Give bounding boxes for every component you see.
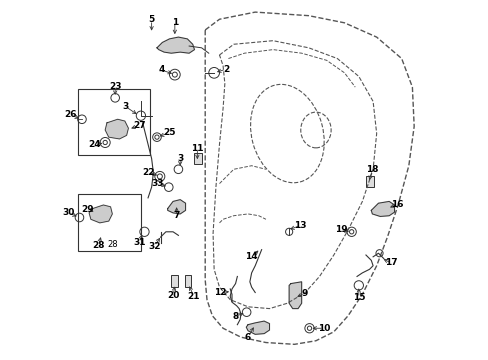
Text: 18: 18 [366,166,378,175]
Text: 17: 17 [384,258,396,267]
Text: 14: 14 [245,252,258,261]
Text: 2: 2 [223,65,228,74]
Text: 8: 8 [232,312,238,321]
Polygon shape [167,200,185,214]
Polygon shape [370,202,394,216]
Polygon shape [246,321,269,334]
Text: 11: 11 [191,144,203,153]
Text: 32: 32 [148,242,161,251]
Bar [78,89,149,155]
Text: 23: 23 [109,82,121,91]
Bar [171,275,178,287]
Text: 31: 31 [133,238,145,247]
Polygon shape [89,205,112,223]
Text: 19: 19 [334,225,346,234]
Bar [194,153,202,164]
Text: 1: 1 [171,18,178,27]
Text: 16: 16 [390,200,403,209]
Polygon shape [157,37,194,53]
Text: 26: 26 [64,111,76,120]
Text: 15: 15 [352,293,365,302]
Bar [78,194,141,251]
Text: 6: 6 [244,333,251,342]
Text: 21: 21 [187,292,200,301]
Text: 22: 22 [142,168,155,177]
Text: 28: 28 [107,240,118,249]
Polygon shape [105,119,128,139]
Text: 27: 27 [133,121,145,130]
Text: 24: 24 [88,140,101,149]
Bar [184,275,191,287]
Text: 29: 29 [81,205,94,214]
Bar [365,176,373,187]
Text: 10: 10 [317,324,329,333]
Text: 9: 9 [301,289,307,298]
Text: 12: 12 [214,288,226,297]
Text: 3: 3 [177,154,183,163]
Text: 28: 28 [92,240,105,249]
Text: 5: 5 [148,15,154,24]
Text: 13: 13 [293,221,306,230]
Polygon shape [288,282,301,309]
Text: 33: 33 [151,179,164,188]
Text: 3: 3 [122,102,129,111]
Text: 20: 20 [166,291,179,300]
Text: 4: 4 [158,66,164,75]
Text: 30: 30 [62,208,75,217]
Text: 7: 7 [173,211,180,220]
Text: 25: 25 [163,129,175,138]
